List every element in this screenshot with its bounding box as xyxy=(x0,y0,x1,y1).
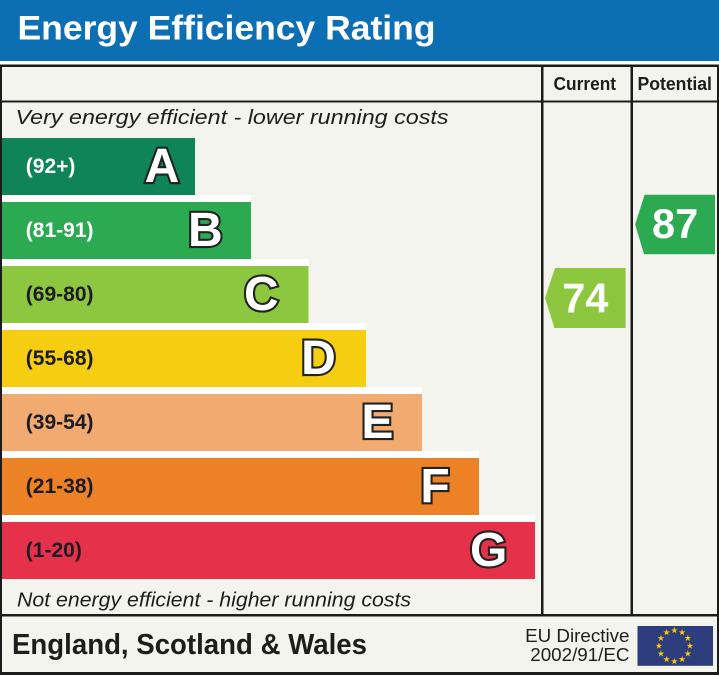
svg-text:(21-38): (21-38) xyxy=(26,475,94,498)
svg-text:C: C xyxy=(244,268,279,321)
svg-text:74: 74 xyxy=(562,275,608,322)
svg-text:Current: Current xyxy=(554,74,617,94)
svg-text:Potential: Potential xyxy=(637,74,712,94)
svg-text:A: A xyxy=(145,140,180,193)
svg-text:(92+): (92+) xyxy=(26,155,76,178)
svg-text:G: G xyxy=(470,524,507,577)
svg-text:(55-68): (55-68) xyxy=(26,347,94,370)
svg-text:E: E xyxy=(361,396,393,449)
svg-text:2002/91/EC: 2002/91/EC xyxy=(530,644,629,665)
svg-text:(69-80): (69-80) xyxy=(26,283,94,306)
svg-text:(39-54): (39-54) xyxy=(26,411,94,434)
svg-text:Not energy efficient - higher: Not energy efficient - higher running co… xyxy=(17,589,411,612)
svg-text:Very energy efficient - lower: Very energy efficient - lower running co… xyxy=(16,106,449,129)
svg-text:EU Directive: EU Directive xyxy=(525,625,629,646)
svg-text:(81-91): (81-91) xyxy=(26,219,94,242)
svg-text:(1-20): (1-20) xyxy=(26,539,82,562)
svg-text:87: 87 xyxy=(652,200,698,247)
svg-text:Energy Efficiency Rating: Energy Efficiency Rating xyxy=(18,10,436,48)
svg-text:F: F xyxy=(420,460,449,513)
svg-text:B: B xyxy=(188,204,223,257)
svg-text:D: D xyxy=(301,332,336,385)
svg-text:England, Scotland & Wales: England, Scotland & Wales xyxy=(12,629,367,661)
